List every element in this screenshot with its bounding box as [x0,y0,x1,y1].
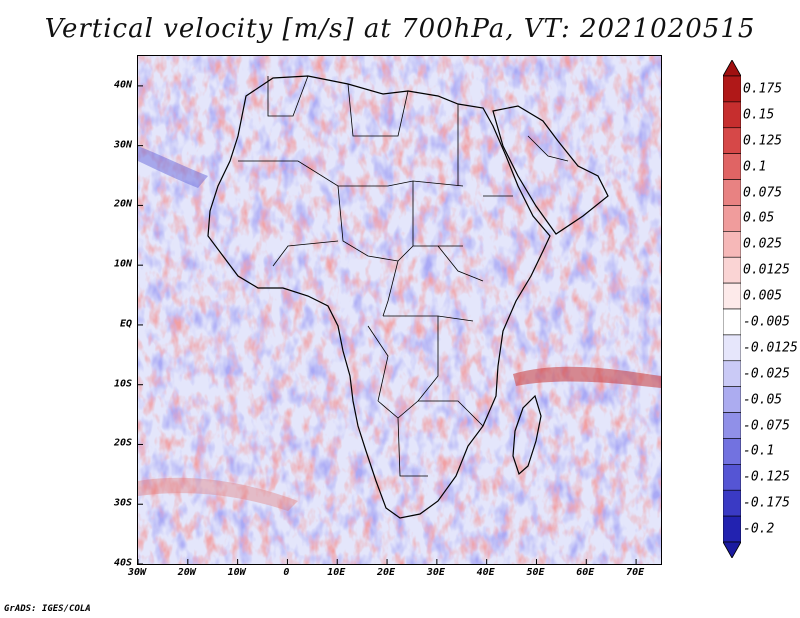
lat-label: 20N [113,198,132,210]
colorbar-level-label: -0.1 [743,443,775,459]
lat-label: 40N [113,79,132,91]
colorbar-segment [723,282,741,310]
colorbar-level-label: -0.0125 [743,340,798,356]
lat-label: 30N [113,139,132,151]
colorbar-segment [723,464,741,491]
colorbar-level-label: -0.2 [743,521,775,537]
madagascar [512,394,542,476]
colorbar-level-label: 0.05 [743,210,775,226]
lon-label: 60E [576,567,595,578]
colorbar-level-label: 0.0125 [743,262,790,278]
colorbar-level-label: 0.125 [743,133,783,149]
lon-label: 30W [127,567,147,578]
africa-coastline [207,75,551,519]
lat-label: EQ [119,318,132,330]
colorbar-level-label: 0.075 [743,185,783,200]
longitude-tick-marks [138,559,637,564]
colorbar-segment [723,231,741,258]
colorbar-level-label: -0.075 [743,418,790,433]
colorbar-segment [723,205,741,232]
colorbar-top-arrow [723,60,741,77]
colorbar-segment [723,179,741,206]
colorbar-level-label: 0.005 [743,288,783,304]
colorbar-level-label: 0.175 [743,81,783,97]
grads-credit: GrADS: IGES/COLA [4,604,91,614]
colorbar-segment [723,308,741,336]
velocity-field-texture [138,56,661,564]
lon-label: 50E [526,567,545,578]
lon-label: 10E [327,567,346,578]
colorbar-segment [723,101,741,129]
colorbar-segment [723,334,741,362]
lon-label: 20W [177,567,196,578]
colorbar-bottom-arrow [723,541,741,558]
colorbar-segment [723,438,741,465]
chart-title: Vertical velocity [m/s] at 700hPa, VT: 2… [44,14,756,44]
colorbar-segment [723,360,741,387]
colorbar [723,60,741,558]
lat-label: 20S [113,437,132,449]
colorbar-level-label: 0.025 [743,236,783,252]
subsidence-band [138,146,208,188]
colorbar-level-label: -0.005 [743,314,790,330]
strong-ascent-band-south [138,477,298,511]
colorbar-segment [723,75,741,103]
country-borders [238,75,569,477]
lon-label: 30E [426,567,445,578]
colorbar-segment [723,386,741,413]
lat-label: 10N [113,258,132,270]
colorbar-segment [723,489,741,517]
colorbar-level-label: 0.15 [743,107,775,123]
velocity-map [138,56,661,564]
lon-label: 40E [476,567,495,578]
lon-label: 20E [377,567,396,578]
colorbar-segment [723,127,741,154]
colorbar-segment [723,256,741,284]
colorbar-level-label: 0.1 [743,159,767,175]
arabia-coastline [492,105,609,235]
colorbar-level-label: -0.025 [743,366,790,382]
lon-label: 0 [283,567,290,578]
colorbar-level-label: -0.175 [743,495,790,511]
map-panel [137,55,662,565]
colorbar-level-label: -0.05 [743,392,783,408]
lon-label: 10W [227,567,246,578]
strong-ascent-band [513,366,661,388]
colorbar-segment [723,412,741,439]
colorbar-segment [723,515,741,543]
lon-label: 70E [626,567,645,578]
lat-label: 30S [113,497,132,509]
lat-label: 40S [113,557,132,569]
lat-label: 10S [113,378,132,390]
colorbar-level-label: -0.125 [743,469,790,485]
latitude-tick-marks [138,85,143,564]
colorbar-segment [723,153,741,180]
